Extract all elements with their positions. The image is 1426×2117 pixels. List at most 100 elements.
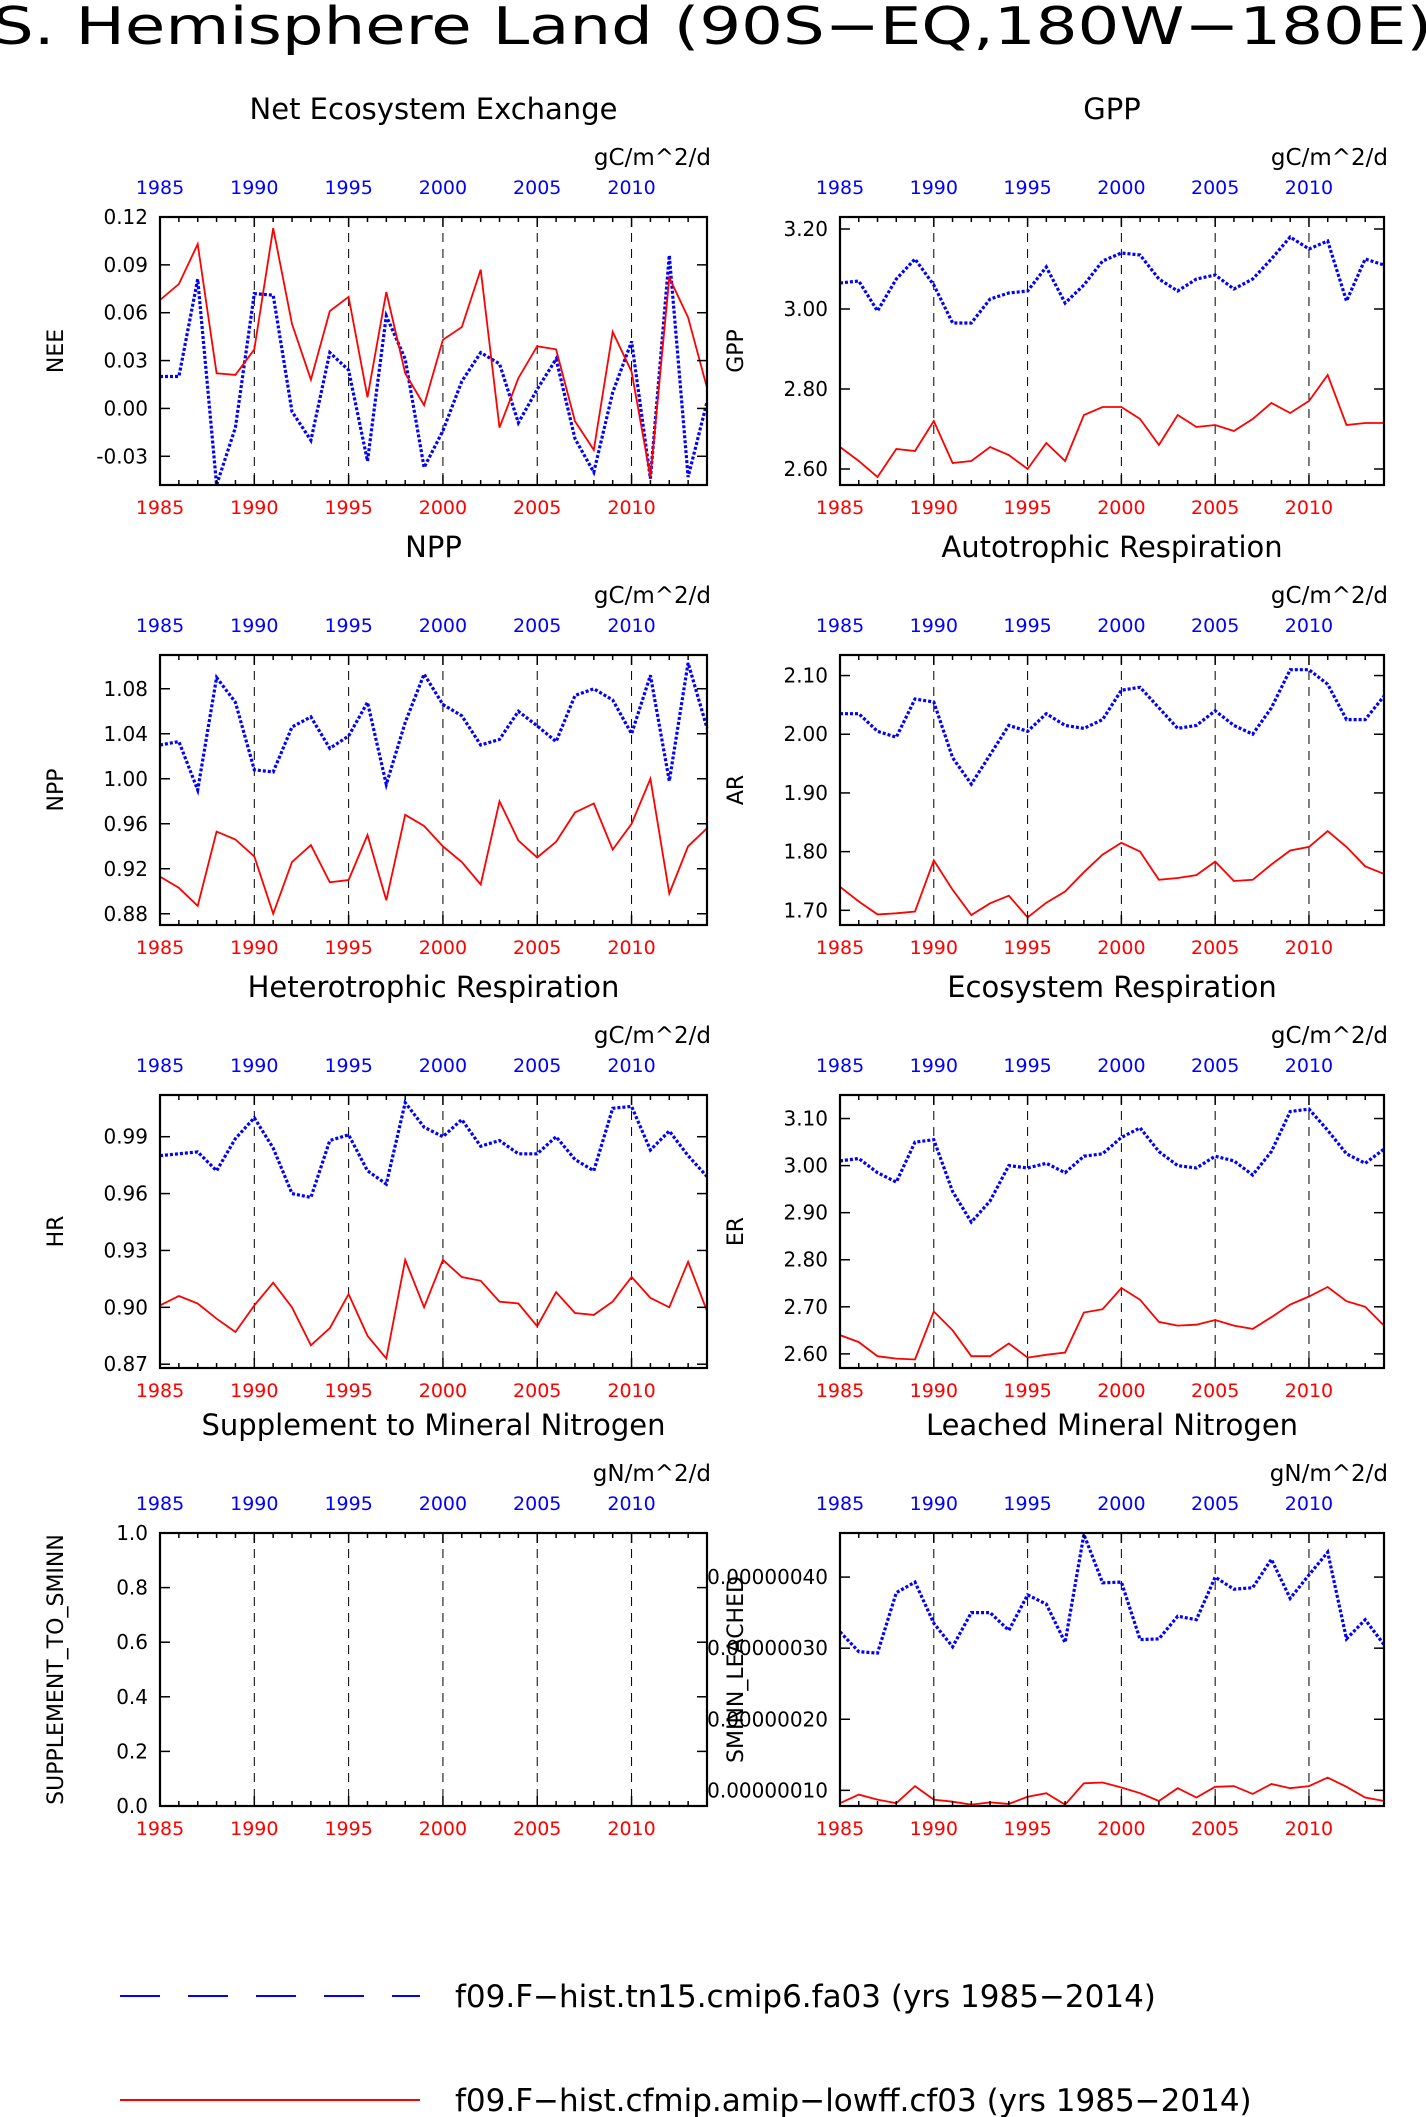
legend: f09.F−hist.tn15.cmip6.fa03 (yrs 1985−201… [120, 1979, 1252, 2117]
top-x-tick-label: 1995 [324, 177, 372, 199]
panel-5: Heterotrophic Respiration gC/m^2/d 1985 198… [44, 970, 711, 1402]
plot-frame [838, 1531, 1386, 1808]
top-x-tick-label: 2010 [607, 1493, 655, 1515]
bottom-x-tick-label: 2010 [607, 937, 655, 959]
plot-frame [838, 1093, 1386, 1370]
plot-frame [158, 215, 709, 487]
y-tick-label: 2.70 [783, 1295, 828, 1319]
top-x-tick-label: 1990 [910, 1055, 958, 1077]
top-x-tick-label: 2000 [1097, 1493, 1145, 1515]
top-x-tick-label: 2005 [513, 615, 561, 637]
y-tick-label: 0.96 [103, 1182, 148, 1206]
bottom-x-tick-label: 1985 [816, 497, 864, 519]
panel-title: Leached Mineral Nitrogen [926, 1408, 1298, 1442]
blue-series-line [159, 1098, 709, 1200]
bottom-x-tick-label: 2010 [607, 497, 655, 519]
panel-units: gC/m^2/d [1271, 1023, 1388, 1049]
y-tick-label: 3.10 [783, 1107, 828, 1131]
bottom-x-tick-label: 1985 [136, 497, 184, 519]
y-tick-label: 0.00000020 [707, 1707, 828, 1731]
blue-series-line [839, 1107, 1385, 1225]
bottom-x-tick-label: 1990 [230, 937, 278, 959]
panel-6: Ecosystem Respiration gC/m^2/d 1985 1985 199… [724, 970, 1388, 1402]
figure-title: S. Hemisphere Land (90S−EQ,180W−180E) [0, 0, 1426, 57]
bottom-x-tick-label: 2010 [1285, 497, 1333, 519]
bottom-x-tick-label: 1995 [324, 1380, 372, 1402]
top-x-tick-label: 2000 [419, 177, 467, 199]
bottom-x-tick-label: 2005 [513, 497, 561, 519]
bottom-x-tick-label: 2000 [419, 1380, 467, 1402]
top-x-tick-label: 2005 [1191, 177, 1239, 199]
bottom-x-tick-label: 2000 [419, 497, 467, 519]
y-axis-label: SUPPLEMENT_TO_SMINN [44, 1534, 69, 1805]
top-x-tick-label: 2010 [1285, 1055, 1333, 1077]
panel-units: gC/m^2/d [594, 583, 711, 609]
red-series-line [839, 1776, 1385, 1806]
panel-8: Leached Mineral Nitrogen gN/m^2/d 1985 1985… [707, 1408, 1388, 1840]
blue-series-line [839, 234, 1385, 325]
bottom-x-tick-label: 2010 [607, 1818, 655, 1840]
red-series-line [159, 228, 708, 478]
y-tick-label: 2.00 [783, 722, 828, 746]
blue-series-line [159, 662, 709, 797]
blue-series-line [160, 255, 709, 486]
y-tick-label: 0.4 [116, 1685, 148, 1709]
y-tick-label: 2.60 [783, 457, 828, 481]
bottom-x-tick-label: 1990 [230, 1818, 278, 1840]
top-x-tick-label: 1985 [816, 177, 864, 199]
top-x-tick-label: 1985 [136, 177, 184, 199]
bottom-x-tick-label: 1995 [1003, 1818, 1051, 1840]
bottom-x-tick-label: 1985 [136, 1818, 184, 1840]
y-tick-label: -0.03 [96, 444, 148, 468]
panel-units: gC/m^2/d [1271, 145, 1388, 171]
y-axis-label: SMINN_LEACHED [724, 1576, 749, 1763]
y-tick-label: 0.93 [103, 1238, 148, 1262]
panel-3: NPP gC/m^2/d 1985 1985 1990 1990 1995 1995 2000 2… [44, 530, 711, 959]
red-series-line [159, 1256, 708, 1361]
bottom-x-tick-label: 2010 [607, 1380, 655, 1402]
y-tick-label: 1.90 [783, 781, 828, 805]
y-tick-label: 1.80 [783, 840, 828, 864]
top-x-tick-label: 2005 [1191, 1493, 1239, 1515]
bottom-x-tick-label: 1990 [910, 497, 958, 519]
bottom-x-tick-label: 1995 [1003, 937, 1051, 959]
top-x-tick-label: 2005 [1191, 1055, 1239, 1077]
y-axis-label: NEE [44, 329, 69, 373]
top-x-tick-label: 2010 [1285, 1493, 1333, 1515]
panel-title: Heterotrophic Respiration [248, 970, 620, 1004]
y-axis-label: NPP [44, 769, 69, 812]
bottom-x-tick-label: 1990 [230, 497, 278, 519]
y-tick-label: 0.6 [116, 1630, 148, 1654]
bottom-x-tick-label: 1990 [230, 1380, 278, 1402]
legend-red-label: f09.F−hist.cfmip.amip−lowff.cf03 (yrs 19… [455, 2083, 1252, 2117]
y-tick-label: 2.60 [783, 1342, 828, 1366]
y-tick-label: 1.70 [783, 898, 828, 922]
y-tick-label: 2.90 [783, 1201, 828, 1225]
bottom-x-tick-label: 1990 [910, 1380, 958, 1402]
top-x-tick-label: 1990 [910, 615, 958, 637]
y-tick-label: 1.00 [103, 767, 148, 791]
bottom-x-tick-label: 2010 [1285, 937, 1333, 959]
top-x-tick-label: 1990 [230, 177, 278, 199]
y-tick-label: 1.08 [103, 677, 148, 701]
panel-7: Supplement to Mineral Nitrogen gN/m^2/d 19… [44, 1408, 711, 1840]
bottom-x-tick-label: 1985 [816, 1818, 864, 1840]
y-tick-label: 0.87 [103, 1352, 148, 1376]
top-x-tick-label: 1985 [136, 1055, 184, 1077]
bottom-x-tick-label: 1990 [910, 937, 958, 959]
panel-units: gC/m^2/d [594, 1023, 711, 1049]
top-x-tick-label: 2010 [607, 1055, 655, 1077]
panel-1: Net Ecosystem Exchange gC/m^2/d 1985 1985 19… [44, 92, 711, 519]
bottom-x-tick-label: 1995 [1003, 1380, 1051, 1402]
panel-title: NPP [405, 530, 462, 564]
top-x-tick-label: 1985 [136, 1493, 184, 1515]
panel-units: gN/m^2/d [593, 1461, 711, 1487]
y-axis-label: ER [724, 1217, 749, 1246]
blue-series-line [840, 668, 1386, 787]
bottom-x-tick-label: 1995 [324, 937, 372, 959]
plot-frame [158, 1531, 709, 1808]
y-tick-label: 2.80 [783, 1248, 828, 1272]
plot-frame [158, 1093, 709, 1370]
top-x-tick-label: 2005 [513, 1493, 561, 1515]
panel-title: Autotrophic Respiration [941, 530, 1282, 564]
